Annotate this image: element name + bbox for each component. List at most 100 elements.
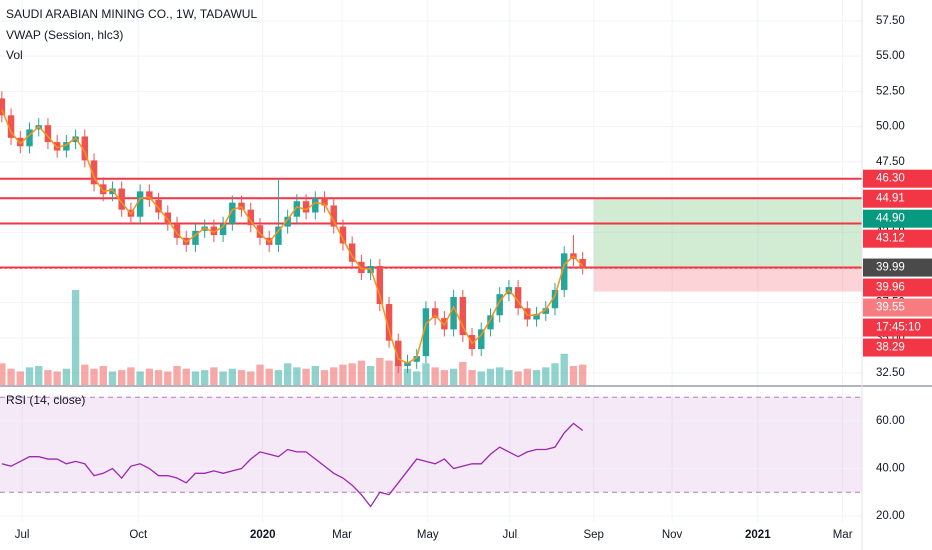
- volume-bar: [449, 368, 458, 385]
- volume-bar: [542, 367, 550, 385]
- candle-body: [551, 289, 559, 309]
- volume-bar: [422, 363, 430, 385]
- price-label: 39.99: [876, 262, 905, 274]
- price-label-bg: [863, 169, 932, 188]
- x-tick-label: Mar: [332, 529, 352, 541]
- price-label: 44.90: [876, 213, 905, 225]
- candle-body: [63, 142, 70, 151]
- indicator-label: VWAP (Session, hlc3): [6, 28, 123, 42]
- candle-body: [219, 223, 227, 236]
- volume-bar: [293, 367, 301, 385]
- volume-bar: [53, 371, 61, 385]
- volume-bar: [154, 370, 163, 385]
- price-label-bg: [863, 298, 932, 317]
- price-label: 46.30: [876, 173, 905, 185]
- volume-bar: [118, 370, 126, 385]
- candle-body: [229, 202, 236, 224]
- candle-body: [514, 287, 522, 309]
- candle-body: [579, 258, 586, 268]
- volume-bar: [523, 368, 532, 385]
- price-label: 44.91: [876, 193, 905, 205]
- y-tick-label: 40.00: [876, 463, 905, 475]
- price-label-bg: [863, 189, 932, 208]
- x-tick-label: 2021: [745, 529, 771, 541]
- x-tick-label: May: [417, 529, 439, 541]
- chart-title: SAUDI ARABIAN MINING CO., 1W, TADAWUL: [6, 7, 257, 21]
- candle-body: [560, 253, 568, 290]
- candle-body: [358, 261, 365, 274]
- price-label-bg: [863, 209, 932, 228]
- x-tick-label: Jul: [502, 529, 517, 541]
- volume-bar: [247, 371, 255, 385]
- volume-bar: [62, 368, 71, 385]
- indicator-label: Vol: [6, 48, 23, 62]
- volume-bar: [16, 371, 24, 385]
- candle-body: [26, 129, 33, 147]
- rsi-band: [0, 397, 862, 493]
- volume-bar: [25, 367, 34, 385]
- volume-bar: [320, 370, 329, 385]
- candle-body: [44, 125, 52, 143]
- volume-bar: [578, 364, 587, 385]
- candle-body: [100, 184, 107, 195]
- candle-body: [173, 223, 181, 238]
- volume-bar: [182, 368, 190, 385]
- candle-body: [155, 199, 162, 213]
- price-label: 38.29: [876, 342, 905, 354]
- volume-bar: [385, 360, 393, 385]
- volume-bar: [366, 366, 375, 385]
- volume-bar: [228, 368, 237, 385]
- candle-body: [321, 198, 328, 206]
- candle-body: [293, 201, 301, 217]
- volume-bar: [403, 368, 412, 385]
- volume-bar: [71, 290, 80, 385]
- volume-bar: [560, 353, 568, 385]
- volume-bar: [505, 370, 513, 385]
- candle-body: [487, 315, 494, 330]
- volume-bar: [330, 367, 338, 385]
- candle-body: [72, 136, 79, 143]
- candle-body: [118, 188, 125, 210]
- volume-bar: [274, 370, 283, 385]
- volume-bar: [431, 367, 439, 385]
- y-tick-label: 60.00: [876, 415, 905, 427]
- volume-bar: [376, 357, 384, 385]
- volume-bar: [44, 370, 52, 385]
- volume-bar: [440, 370, 449, 385]
- volume-bar: [191, 371, 200, 385]
- volume-bar: [136, 371, 144, 385]
- candle-body: [247, 209, 254, 226]
- candle-body: [330, 205, 337, 227]
- volume-bar: [551, 363, 559, 385]
- vwap-line: [1, 109, 584, 365]
- volume-bar: [81, 364, 89, 385]
- rsi-title: RSI (14, close): [6, 393, 85, 407]
- price-label: 39.55: [876, 302, 905, 314]
- candle-body: [90, 160, 98, 185]
- volume-bar: [237, 370, 246, 385]
- candle-body: [53, 142, 61, 151]
- candle-body: [0, 98, 6, 116]
- candle-body: [256, 225, 264, 238]
- volume-bar: [495, 367, 504, 385]
- price-label-bg: [863, 258, 932, 277]
- x-tick-label: Jul: [15, 529, 30, 541]
- y-tick-label: 55.00: [876, 50, 905, 62]
- volume-bar: [532, 370, 541, 385]
- candle-body: [136, 191, 144, 217]
- price-label: 17:45:10: [876, 322, 921, 334]
- volume-bar: [127, 367, 135, 385]
- y-tick-label: 52.50: [876, 85, 905, 97]
- volume-bar: [265, 368, 273, 385]
- candle-body: [339, 226, 347, 244]
- volume-bar: [200, 370, 209, 385]
- candle-body: [376, 266, 384, 305]
- volume-bar: [302, 368, 310, 385]
- candle-body: [385, 304, 393, 341]
- volume-bar: [514, 371, 522, 385]
- volume-bar: [569, 366, 578, 385]
- candle-body: [395, 340, 402, 366]
- candle-body: [302, 201, 310, 213]
- volume-bar: [486, 368, 495, 385]
